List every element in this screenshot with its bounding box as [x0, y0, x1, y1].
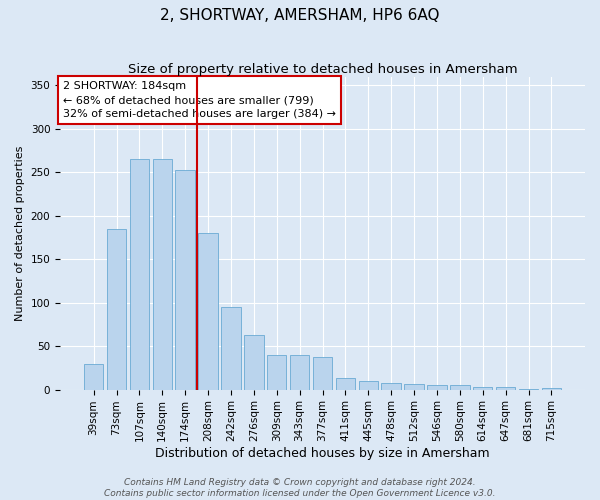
Bar — [404, 384, 424, 390]
X-axis label: Distribution of detached houses by size in Amersham: Distribution of detached houses by size … — [155, 447, 490, 460]
Text: Contains HM Land Registry data © Crown copyright and database right 2024.
Contai: Contains HM Land Registry data © Crown c… — [104, 478, 496, 498]
Bar — [427, 386, 446, 390]
Bar — [519, 388, 538, 390]
Bar — [175, 170, 195, 390]
Bar — [359, 381, 378, 390]
Bar — [290, 355, 310, 390]
Text: 2 SHORTWAY: 184sqm
← 68% of detached houses are smaller (799)
32% of semi-detach: 2 SHORTWAY: 184sqm ← 68% of detached hou… — [62, 82, 335, 120]
Bar — [152, 159, 172, 390]
Text: 2, SHORTWAY, AMERSHAM, HP6 6AQ: 2, SHORTWAY, AMERSHAM, HP6 6AQ — [160, 8, 440, 22]
Bar — [496, 387, 515, 390]
Bar — [473, 387, 493, 390]
Bar — [84, 364, 103, 390]
Bar — [130, 159, 149, 390]
Bar — [267, 355, 286, 390]
Bar — [542, 388, 561, 390]
Title: Size of property relative to detached houses in Amersham: Size of property relative to detached ho… — [128, 62, 517, 76]
Bar — [221, 307, 241, 390]
Bar — [313, 356, 332, 390]
Y-axis label: Number of detached properties: Number of detached properties — [15, 146, 25, 321]
Bar — [107, 229, 126, 390]
Bar — [450, 386, 470, 390]
Bar — [382, 382, 401, 390]
Bar — [199, 233, 218, 390]
Bar — [244, 335, 263, 390]
Bar — [335, 378, 355, 390]
